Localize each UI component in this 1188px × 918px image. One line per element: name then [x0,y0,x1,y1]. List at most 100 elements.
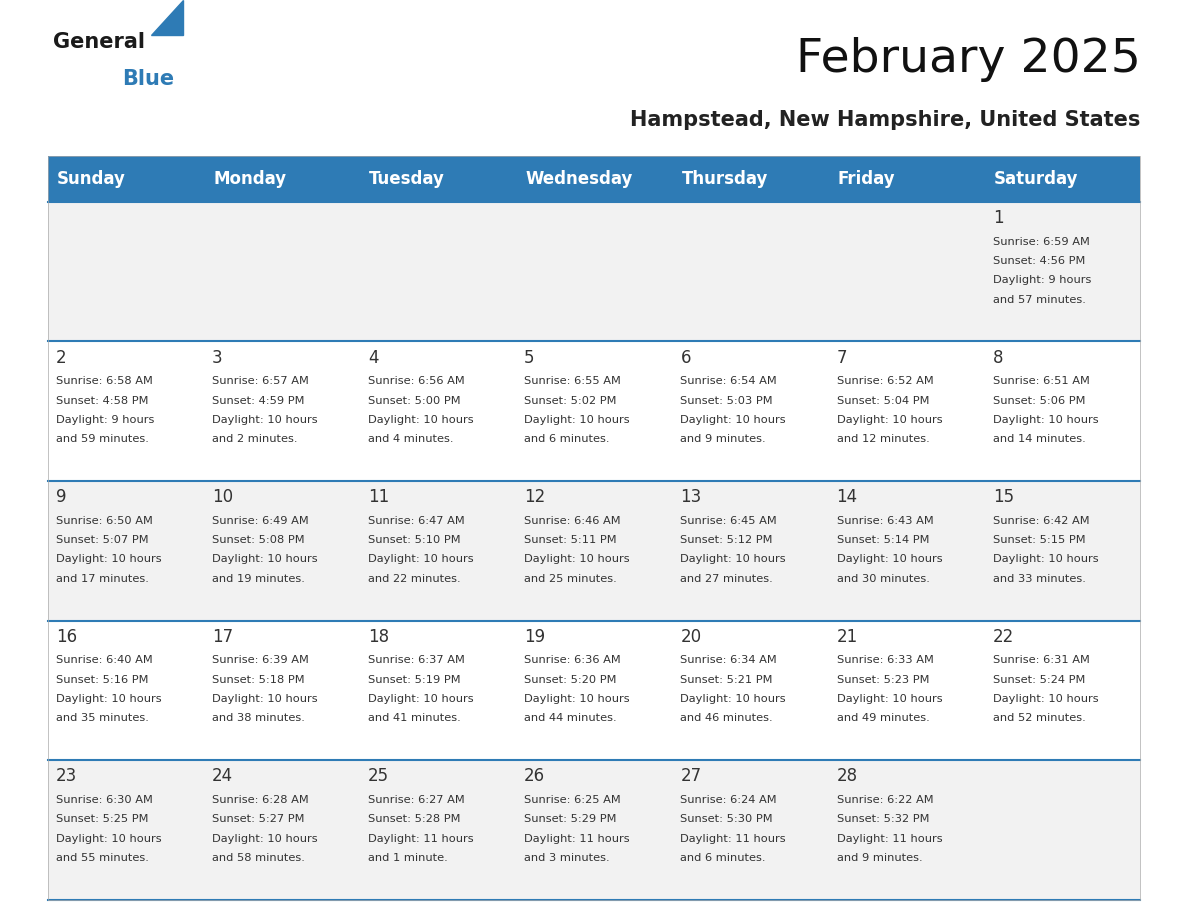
Bar [360,202,516,341]
Text: Daylight: 10 hours: Daylight: 10 hours [524,694,630,704]
Text: Daylight: 10 hours: Daylight: 10 hours [368,694,474,704]
Bar [828,621,985,760]
Text: Sunset: 4:56 PM: Sunset: 4:56 PM [993,256,1085,266]
Bar [48,621,203,760]
Text: 27: 27 [681,767,701,786]
Text: Sunset: 5:14 PM: Sunset: 5:14 PM [836,535,929,545]
Bar [203,760,360,900]
Text: Sunrise: 6:31 AM: Sunrise: 6:31 AM [993,655,1089,666]
Bar [360,341,516,481]
Text: Sunset: 5:04 PM: Sunset: 5:04 PM [836,396,929,406]
Text: Sunset: 5:12 PM: Sunset: 5:12 PM [681,535,773,545]
Bar [828,341,985,481]
Bar [203,621,360,760]
Text: Sunset: 5:23 PM: Sunset: 5:23 PM [836,675,929,685]
Bar [203,341,360,481]
Text: Tuesday: Tuesday [369,170,446,188]
Text: Daylight: 10 hours: Daylight: 10 hours [211,834,317,844]
Text: Sunset: 5:03 PM: Sunset: 5:03 PM [681,396,773,406]
Text: Daylight: 10 hours: Daylight: 10 hours [368,415,474,425]
Text: Sunrise: 6:59 AM: Sunrise: 6:59 AM [993,237,1089,247]
Text: Sunset: 5:28 PM: Sunset: 5:28 PM [368,814,461,824]
Text: and 59 minutes.: and 59 minutes. [56,434,148,444]
Text: Sunrise: 6:40 AM: Sunrise: 6:40 AM [56,655,152,666]
Text: Sunrise: 6:30 AM: Sunrise: 6:30 AM [56,795,153,805]
Text: Daylight: 10 hours: Daylight: 10 hours [56,834,162,844]
Text: Daylight: 10 hours: Daylight: 10 hours [836,694,942,704]
Text: and 57 minutes.: and 57 minutes. [993,295,1086,305]
Text: Friday: Friday [838,170,896,188]
Text: 18: 18 [368,628,390,646]
Text: and 1 minute.: and 1 minute. [368,853,448,863]
Bar [985,202,1140,341]
Text: and 22 minutes.: and 22 minutes. [368,574,461,584]
Bar [516,341,672,481]
Bar [828,760,985,900]
Text: Sunrise: 6:43 AM: Sunrise: 6:43 AM [836,516,934,526]
Text: and 33 minutes.: and 33 minutes. [993,574,1086,584]
Text: 17: 17 [211,628,233,646]
Bar [48,156,1140,202]
Text: Monday: Monday [213,170,286,188]
Bar [985,481,1140,621]
Text: Sunset: 5:16 PM: Sunset: 5:16 PM [56,675,148,685]
Text: Daylight: 10 hours: Daylight: 10 hours [681,694,786,704]
Text: Daylight: 11 hours: Daylight: 11 hours [524,834,630,844]
Text: Sunset: 5:27 PM: Sunset: 5:27 PM [211,814,304,824]
Text: Daylight: 10 hours: Daylight: 10 hours [524,415,630,425]
Text: Sunset: 5:18 PM: Sunset: 5:18 PM [211,675,304,685]
Bar [672,341,828,481]
Text: 21: 21 [836,628,858,646]
Text: 12: 12 [524,488,545,507]
Text: Sunset: 5:19 PM: Sunset: 5:19 PM [368,675,461,685]
Text: and 6 minutes.: and 6 minutes. [524,434,609,444]
Bar [48,202,203,341]
Text: 2: 2 [56,349,67,367]
Text: Sunrise: 6:49 AM: Sunrise: 6:49 AM [211,516,309,526]
Text: Sunset: 5:06 PM: Sunset: 5:06 PM [993,396,1085,406]
Text: and 9 minutes.: and 9 minutes. [681,434,766,444]
Text: Sunset: 5:07 PM: Sunset: 5:07 PM [56,535,148,545]
Text: Sunrise: 6:34 AM: Sunrise: 6:34 AM [681,655,777,666]
Text: Sunset: 5:25 PM: Sunset: 5:25 PM [56,814,148,824]
Text: Sunset: 5:02 PM: Sunset: 5:02 PM [524,396,617,406]
Text: 1: 1 [993,209,1004,228]
Text: Sunrise: 6:36 AM: Sunrise: 6:36 AM [524,655,621,666]
Text: Sunrise: 6:39 AM: Sunrise: 6:39 AM [211,655,309,666]
Text: Sunset: 4:59 PM: Sunset: 4:59 PM [211,396,304,406]
Text: Sunrise: 6:55 AM: Sunrise: 6:55 AM [524,376,621,386]
Bar [48,156,1140,900]
Text: Daylight: 11 hours: Daylight: 11 hours [681,834,786,844]
Text: Sunrise: 6:46 AM: Sunrise: 6:46 AM [524,516,621,526]
Text: and 17 minutes.: and 17 minutes. [56,574,148,584]
Text: Sunset: 5:20 PM: Sunset: 5:20 PM [524,675,617,685]
Bar [48,760,203,900]
Text: 9: 9 [56,488,67,507]
Text: General: General [53,32,145,52]
Text: Sunrise: 6:52 AM: Sunrise: 6:52 AM [836,376,934,386]
Text: 6: 6 [681,349,691,367]
Text: Sunset: 5:00 PM: Sunset: 5:00 PM [368,396,461,406]
Text: Daylight: 10 hours: Daylight: 10 hours [211,554,317,565]
Bar [672,202,828,341]
Text: Daylight: 10 hours: Daylight: 10 hours [681,554,786,565]
Text: Sunday: Sunday [57,170,126,188]
Text: Sunrise: 6:42 AM: Sunrise: 6:42 AM [993,516,1089,526]
Text: and 44 minutes.: and 44 minutes. [524,713,617,723]
Text: Daylight: 10 hours: Daylight: 10 hours [524,554,630,565]
Text: Daylight: 10 hours: Daylight: 10 hours [211,415,317,425]
Text: 25: 25 [368,767,390,786]
Text: Daylight: 10 hours: Daylight: 10 hours [56,554,162,565]
Text: 5: 5 [524,349,535,367]
Text: Saturday: Saturday [994,170,1079,188]
Text: February 2025: February 2025 [796,37,1140,82]
Bar [672,760,828,900]
Text: Daylight: 10 hours: Daylight: 10 hours [681,415,786,425]
Text: and 2 minutes.: and 2 minutes. [211,434,297,444]
Text: Daylight: 11 hours: Daylight: 11 hours [368,834,474,844]
Bar [203,202,360,341]
Bar [985,341,1140,481]
Text: Sunrise: 6:33 AM: Sunrise: 6:33 AM [836,655,934,666]
Text: 10: 10 [211,488,233,507]
Text: Sunset: 4:58 PM: Sunset: 4:58 PM [56,396,148,406]
